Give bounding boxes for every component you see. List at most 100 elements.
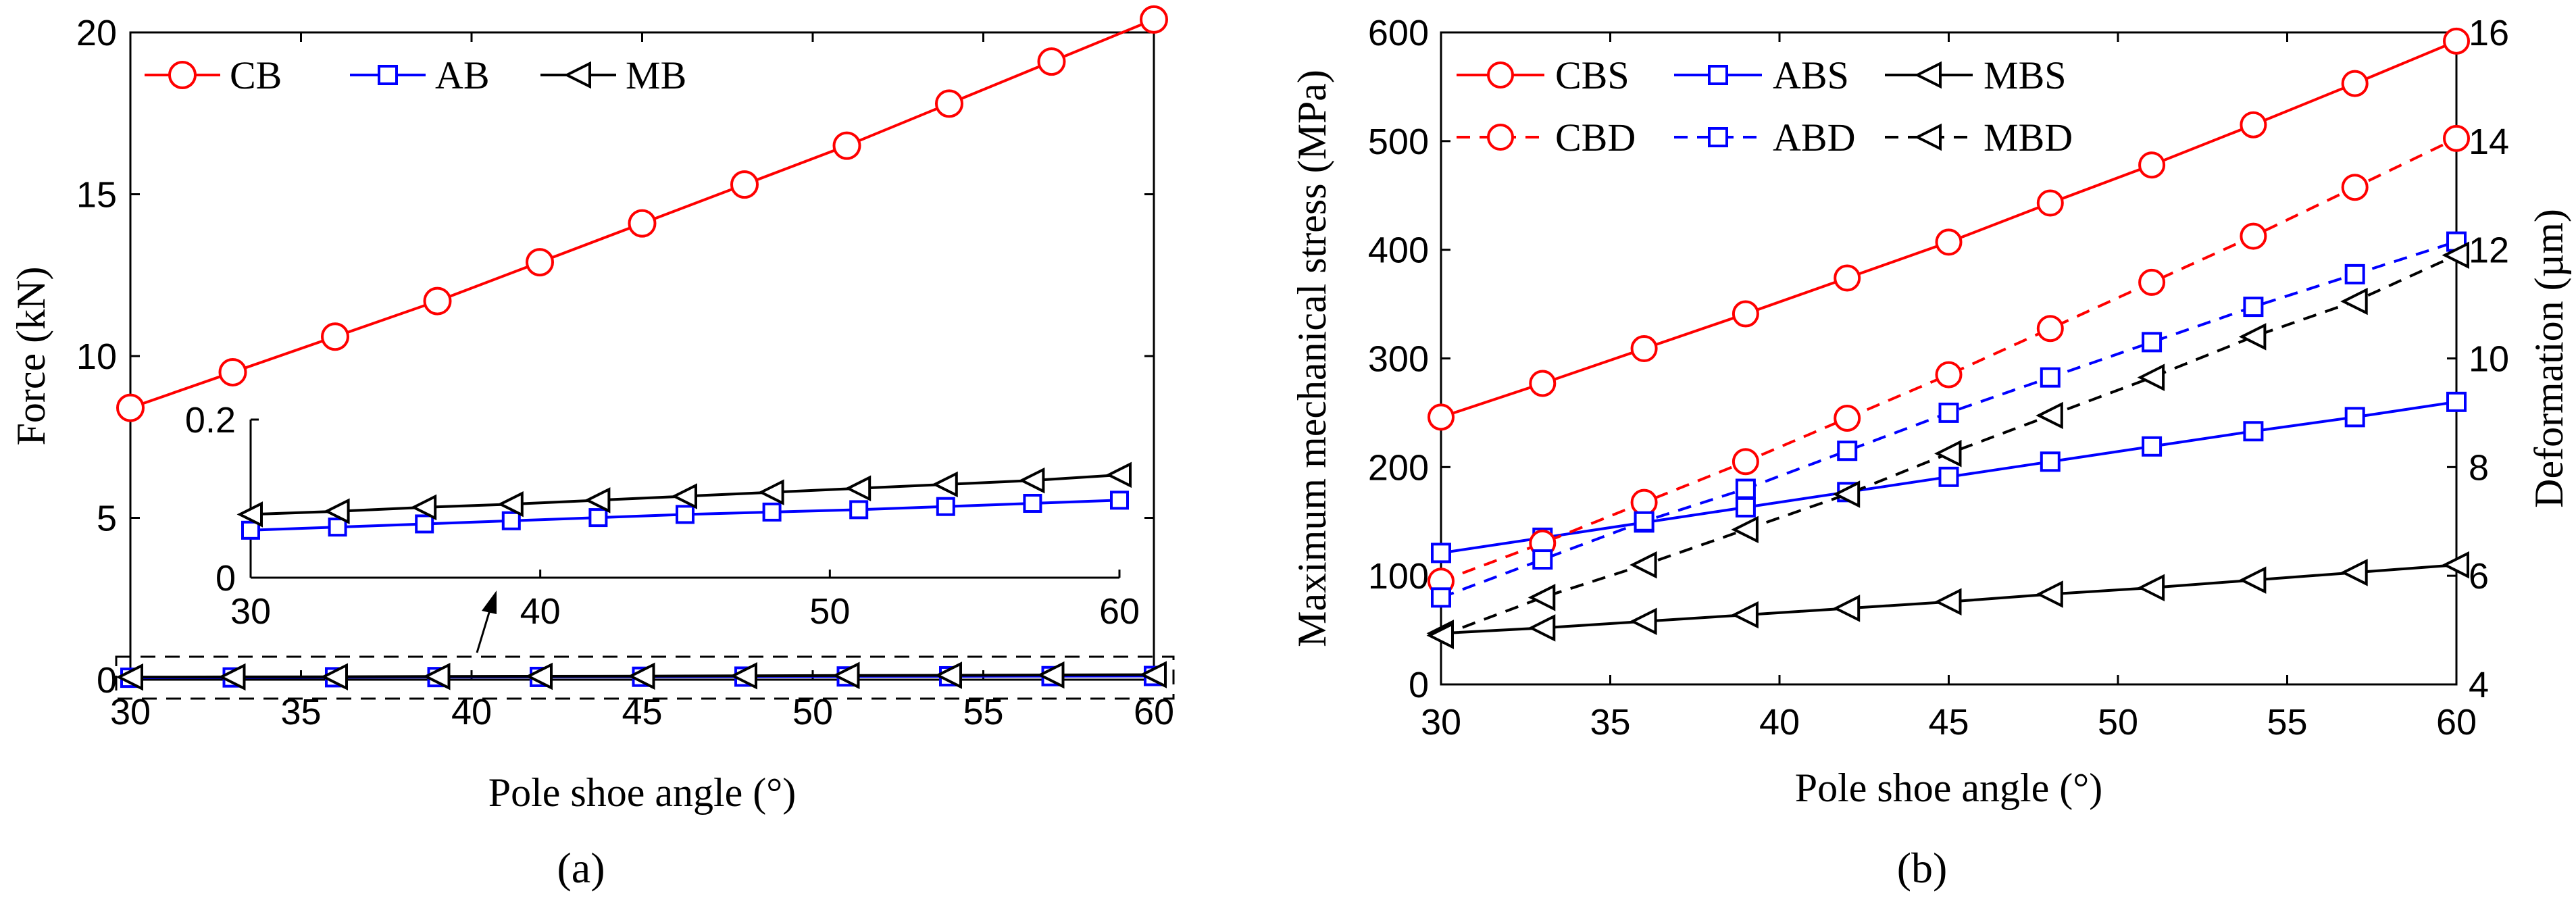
- y-right-tick-label: 4: [2469, 665, 2489, 705]
- data-point-ABD: [2243, 297, 2264, 318]
- data-point-ABS: [2040, 451, 2061, 472]
- data-point-ABS: [1735, 497, 1756, 518]
- inset-x-tick-label: 40: [520, 591, 561, 632]
- data-point-CB: [832, 131, 861, 160]
- data-point-CBS: [2036, 189, 2064, 217]
- data-point-MB: [832, 661, 860, 690]
- inset-data-point-MB: [497, 491, 524, 518]
- data-point-ABD: [2142, 332, 2163, 353]
- panel-b-stress-deformation-chart: 30 35 40 45 50 55 6001002003004005006004681012…: [1290, 13, 2571, 892]
- y-right-tick-label: 12: [2469, 230, 2509, 271]
- plot-frame: [129, 31, 1155, 681]
- inset-data-point-AB: [762, 502, 782, 522]
- data-point-MBS: [1731, 601, 1759, 629]
- data-point-MBS: [1630, 607, 1657, 635]
- data-point-MB: [116, 663, 143, 691]
- data-point-CBS: [1834, 264, 1861, 292]
- zoom-arrow: [476, 607, 492, 653]
- data-point-MBD: [2340, 287, 2368, 316]
- data-point-CBD: [2036, 315, 2064, 343]
- data-point-MBS: [2238, 566, 2267, 594]
- data-point-MBS: [2137, 574, 2165, 602]
- data-point-CBS: [1935, 228, 1963, 256]
- y-tick-label: 500: [1368, 122, 1429, 162]
- legend: CBS ABS MBS CBD ABD MBD: [1457, 53, 2073, 159]
- data-point-ABD: [1634, 511, 1655, 532]
- data-point-CB: [218, 357, 247, 386]
- inset-data-point-AB: [328, 518, 347, 537]
- data-point-ABS: [1938, 466, 1959, 487]
- legend-marker-CB: [168, 61, 197, 89]
- data-point-CBD: [1732, 448, 1759, 476]
- data-point-ABD: [1938, 402, 1959, 423]
- data-point-ABD: [1532, 549, 1553, 570]
- data-point-CBD: [2240, 222, 2267, 250]
- panel-label-b: (b): [1897, 844, 1948, 892]
- series-line-CBD: [1440, 137, 2457, 583]
- inset-data-point-AB: [241, 520, 260, 540]
- data-point-CBD: [2341, 174, 2369, 201]
- data-point-ABS: [2243, 421, 2264, 442]
- data-point-MBS: [2036, 580, 2063, 608]
- data-point-ABS: [1431, 543, 1451, 563]
- y-tick-label: 200: [1368, 447, 1429, 488]
- data-point-MBD: [1934, 439, 1962, 468]
- series-line-MBD: [1440, 253, 2457, 637]
- y-tick-label: 0: [97, 660, 117, 701]
- data-point-CB: [1037, 47, 1066, 76]
- legend-marker-MBD: [1914, 123, 1942, 151]
- data-point-CBD: [1935, 361, 1963, 388]
- data-point-MB: [423, 662, 451, 690]
- data-point-MBD: [2137, 363, 2165, 391]
- data-point-ABD: [1431, 587, 1451, 608]
- inset-data-point-AB: [676, 505, 694, 524]
- inset-x-tick-label: 50: [809, 591, 850, 632]
- data-point-CBS: [2341, 70, 2369, 97]
- x-tick-label: 35: [1590, 702, 1630, 743]
- legend-label-CBD: CBD: [1555, 116, 1636, 159]
- data-point-CB: [526, 248, 554, 277]
- inset-data-point-MB: [671, 483, 697, 509]
- inset-data-point-MB: [1105, 461, 1132, 488]
- inset-data-point-AB: [1110, 491, 1129, 510]
- y-right-axis-label: Deformation (µm): [2527, 209, 2571, 508]
- data-point-ABD: [2344, 263, 2365, 284]
- data-point-CBS: [2138, 151, 2166, 179]
- inset-data-point-MB: [844, 475, 872, 502]
- y-right-tick-label: 8: [2469, 447, 2489, 488]
- y-axis-label: Force (kN): [9, 267, 53, 446]
- y-right-tick-label: 16: [2469, 13, 2509, 53]
- data-point-MBD: [2442, 241, 2469, 269]
- data-point-CBS: [1428, 403, 1455, 431]
- data-point-MBD: [1527, 584, 1556, 611]
- y-tick-label: 10: [76, 336, 117, 377]
- data-point-CBS: [2443, 27, 2470, 55]
- data-point-MB: [525, 662, 553, 690]
- data-point-MBD: [1731, 516, 1759, 544]
- legend-label-ABD: ABD: [1773, 116, 1855, 159]
- inset-data-point-AB: [1023, 494, 1042, 513]
- data-point-CBS: [1630, 335, 1658, 363]
- inset-data-point-AB: [936, 497, 955, 516]
- legend-label-MB: MB: [626, 53, 686, 97]
- zoom-arrow-head: [482, 591, 497, 614]
- x-tick-label: 30: [1421, 702, 1461, 743]
- data-point-CB: [1140, 5, 1168, 34]
- data-point-CBD: [2443, 124, 2470, 152]
- y-tick-label: 300: [1368, 339, 1429, 380]
- inset-data-point-MB: [758, 479, 784, 505]
- data-point-MB: [934, 661, 962, 689]
- inset-data-point-AB: [501, 511, 521, 530]
- y-tick-label: 600: [1368, 13, 1429, 53]
- data-point-MB: [730, 662, 757, 690]
- y-tick-label: 400: [1368, 230, 1429, 271]
- y-tick-label: 100: [1368, 556, 1429, 597]
- data-point-CB: [730, 170, 759, 199]
- y-tick-label: 5: [97, 499, 117, 539]
- legend-label-AB: AB: [435, 53, 490, 97]
- legend-marker-CBD: [1487, 124, 1514, 151]
- data-point-MBS: [2340, 559, 2368, 586]
- data-point-MBD: [1832, 480, 1861, 508]
- legend-label-ABS: ABS: [1773, 53, 1849, 97]
